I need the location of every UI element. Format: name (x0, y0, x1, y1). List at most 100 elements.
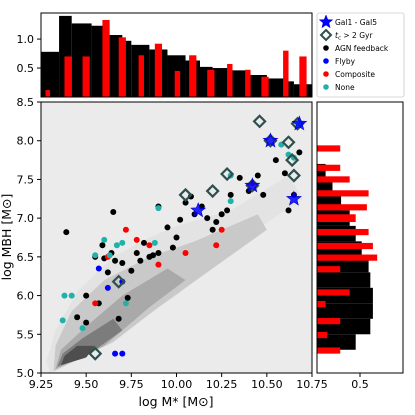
legend-dot-icon (323, 71, 329, 77)
point-none (151, 239, 158, 246)
right-black-bar (317, 272, 371, 288)
right-red-bar (317, 176, 350, 183)
point-none (227, 198, 234, 205)
diamond-marker (178, 187, 193, 202)
diamond-marker (285, 153, 300, 168)
right-red-bar (317, 145, 341, 152)
main-xtick-label: 9.50 (74, 378, 99, 391)
legend-label: Gal1 - Gal5 (335, 18, 377, 27)
main-ytick-label: 6.0 (17, 290, 35, 303)
main-xtick-label: 9.25 (29, 378, 54, 391)
main-ytick-label: 5.0 (17, 367, 35, 380)
point-agn-feedback (140, 239, 147, 246)
right-red-bar (317, 164, 341, 171)
top-red-bar (283, 50, 289, 97)
point-agn-feedback (224, 207, 231, 214)
right-red-bar (317, 242, 373, 250)
right-histogram-red-bars (317, 145, 378, 354)
top-black-bar (230, 70, 249, 97)
top-histogram: 0.5 1.0 (17, 12, 313, 98)
point-flyby (112, 350, 119, 357)
right-xtick-label: 0.5 (351, 378, 369, 391)
point-none (61, 292, 68, 299)
top-black-bar (41, 51, 60, 97)
top-black-bar (91, 25, 105, 97)
point-agn-feedback (112, 257, 119, 264)
point-agn-feedback (164, 224, 171, 231)
legend-box (316, 12, 405, 98)
main-ytick-label: 5.5 (17, 328, 35, 341)
right-red-bar (317, 190, 369, 197)
diamond-marker (281, 135, 296, 150)
legend-dot-icon (323, 84, 329, 90)
top-histogram-yticks: 0.5 1.0 (17, 33, 41, 75)
point-agn-feedback (260, 191, 267, 198)
point-agn-feedback (209, 226, 216, 233)
point-composite (122, 226, 129, 233)
top-red-bar (118, 37, 126, 97)
point-composite (182, 249, 189, 256)
point-agn-feedback (63, 229, 70, 236)
point-none (122, 300, 129, 307)
main-ytick-label: 6.5 (17, 251, 35, 264)
point-agn-feedback (254, 172, 261, 179)
top-red-bar (245, 69, 251, 97)
main-plot-frame (40, 101, 313, 374)
point-none (59, 317, 66, 324)
top-red-bar (102, 19, 110, 98)
point-composite (218, 226, 225, 233)
point-flyby (119, 350, 126, 357)
top-red-bar (261, 76, 269, 97)
point-agn-feedback (155, 249, 162, 256)
point-agn-feedback (285, 207, 292, 214)
right-red-bar (317, 289, 350, 296)
point-agn-feedback (177, 216, 184, 223)
top-black-bar (266, 78, 285, 97)
right-histogram-frame (316, 101, 404, 374)
right-red-bar (317, 266, 341, 273)
point-agn-feedback (83, 292, 90, 299)
top-black-bar (122, 40, 132, 97)
top-red-bar (154, 43, 163, 97)
gal-star-marker (244, 177, 261, 193)
y-axis-label: log MBH [M⊙] (0, 194, 14, 281)
legend-label: tc > 2 Gyr (335, 31, 373, 42)
top-red-bar (227, 63, 233, 97)
main-xtick-label: 10.50 (251, 378, 283, 391)
right-red-bar (317, 254, 378, 261)
main-yticks: 5.0 5.5 6.0 6.5 7.0 7.5 8.0 8.5 (17, 96, 41, 380)
right-red-bar (317, 228, 369, 236)
point-agn-feedback (115, 315, 122, 322)
point-agn-feedback (133, 249, 140, 256)
top-ytick-label: 1.0 (17, 33, 35, 46)
top-black-bar (284, 81, 294, 97)
point-composite (146, 242, 153, 249)
main-xtick-label: 10.00 (161, 378, 193, 391)
right-black-bar (317, 303, 373, 319)
top-red-bar (64, 56, 72, 97)
main-ytick-label: 7.5 (17, 173, 35, 186)
point-agn-feedback (150, 252, 157, 259)
diamond-marker (286, 168, 301, 183)
main-ytick-label: 8.5 (17, 96, 35, 109)
point-agn-feedback (213, 219, 220, 226)
point-flyby (95, 265, 102, 272)
point-none (113, 242, 120, 249)
point-agn-feedback (99, 242, 106, 249)
main-xticks: 9.25 9.50 9.75 10.00 10.25 10.50 10.75 (29, 373, 328, 391)
top-red-bar (189, 55, 197, 97)
point-none (119, 239, 126, 246)
legend-label: None (335, 83, 355, 92)
contour-level-5 (60, 345, 96, 366)
point-agn-feedback (182, 199, 189, 206)
point-agn-feedback (173, 234, 180, 241)
legend-label: AGN feedback (335, 44, 389, 53)
main-ytick-label: 7.0 (17, 212, 35, 225)
legend-dot-icon (323, 45, 329, 51)
top-black-bar (212, 68, 231, 97)
long-timescale-diamonds (88, 114, 305, 361)
right-red-bar (317, 331, 328, 339)
point-none (101, 236, 108, 243)
point-agn-feedback (119, 260, 126, 267)
point-agn-feedback (204, 215, 211, 222)
